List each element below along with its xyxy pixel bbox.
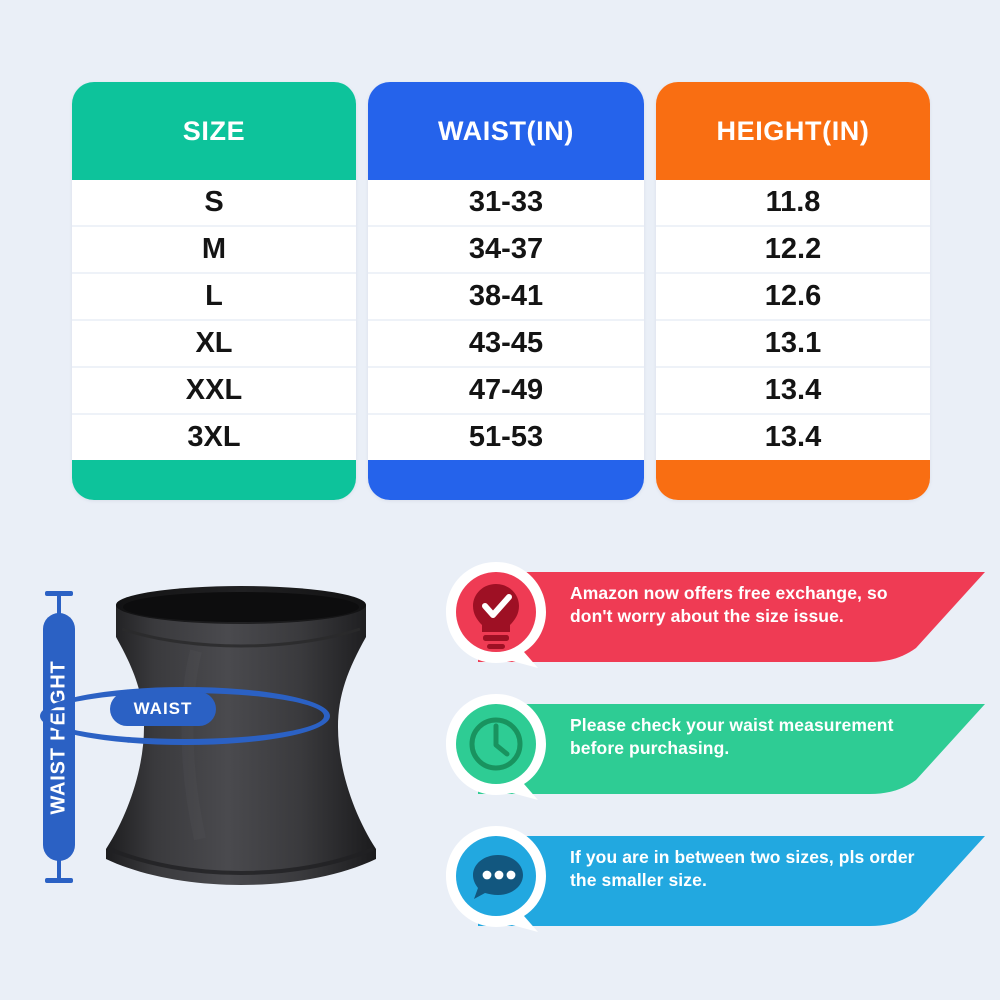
- chat-bubble-icon: [442, 822, 550, 936]
- column-header-size: SIZE: [72, 82, 356, 180]
- info-banner-between-sizes: If you are in between two sizes, pls ord…: [440, 820, 985, 938]
- table-cell-waist: 31-33: [368, 180, 644, 227]
- gauge-cap-top-icon: [45, 591, 73, 596]
- gauge-cap-bottom-icon: [45, 878, 73, 883]
- column-body-height: 11.8 12.2 12.6 13.1 13.4 13.4: [656, 180, 930, 460]
- waist-height-label: WAIST HEIGHT: [47, 659, 70, 815]
- size-chart-column-waist: WAIST(IN) 31-33 34-37 38-41 43-45 47-49 …: [368, 82, 644, 500]
- clock-icon: [442, 690, 550, 804]
- size-chart-column-size: SIZE S M L XL XXL 3XL: [72, 82, 356, 500]
- table-cell-waist: 51-53: [368, 415, 644, 460]
- banner-text: If you are in between two sizes, pls ord…: [570, 847, 915, 891]
- product-illustration: WAIST HEIGHT: [18, 565, 428, 925]
- lightbulb-check-icon: [442, 558, 550, 672]
- waist-height-pill: WAIST HEIGHT: [43, 613, 75, 861]
- waist-measure-ring-icon: [40, 687, 330, 745]
- table-cell-height: 12.6: [656, 274, 930, 321]
- column-header-waist: WAIST(IN): [368, 82, 644, 180]
- size-chart-table: SIZE S M L XL XXL 3XL WAIST(IN) 31-33 34…: [72, 82, 930, 500]
- column-footer-height: [656, 460, 930, 500]
- size-chart-column-height: HEIGHT(IN) 11.8 12.2 12.6 13.1 13.4 13.4: [656, 82, 930, 500]
- waist-label: WAIST: [133, 699, 193, 718]
- column-body-waist: 31-33 34-37 38-41 43-45 47-49 51-53: [368, 180, 644, 460]
- table-cell-size: XL: [72, 321, 356, 368]
- waist-height-gauge: WAIST HEIGHT: [42, 591, 76, 883]
- table-cell-size: L: [72, 274, 356, 321]
- info-banner-measurement: Please check your waist measurement befo…: [440, 688, 985, 806]
- banner-shape: [478, 832, 985, 928]
- table-cell-height: 11.8: [656, 180, 930, 227]
- banner-shape: [478, 700, 985, 796]
- banner-shape: [478, 568, 985, 664]
- table-cell-waist: 38-41: [368, 274, 644, 321]
- table-cell-waist: 47-49: [368, 368, 644, 415]
- info-banner-exchange: Amazon now offers free exchange, so don'…: [440, 556, 985, 674]
- waist-pill: WAIST: [110, 692, 216, 726]
- table-cell-height: 13.4: [656, 368, 930, 415]
- table-cell-waist: 43-45: [368, 321, 644, 368]
- table-cell-size: XXL: [72, 368, 356, 415]
- table-cell-size: 3XL: [72, 415, 356, 460]
- banner-text: Please check your waist measurement befo…: [570, 715, 894, 759]
- banner-text: Amazon now offers free exchange, so don'…: [570, 583, 888, 627]
- column-header-height: HEIGHT(IN): [656, 82, 930, 180]
- table-cell-height: 13.4: [656, 415, 930, 460]
- column-footer-size: [72, 460, 356, 500]
- table-cell-height: 12.2: [656, 227, 930, 274]
- info-banner-list: Amazon now offers free exchange, so don'…: [440, 556, 985, 960]
- column-body-size: S M L XL XXL 3XL: [72, 180, 356, 460]
- table-cell-height: 13.1: [656, 321, 930, 368]
- table-cell-waist: 34-37: [368, 227, 644, 274]
- table-cell-size: S: [72, 180, 356, 227]
- column-footer-waist: [368, 460, 644, 500]
- table-cell-size: M: [72, 227, 356, 274]
